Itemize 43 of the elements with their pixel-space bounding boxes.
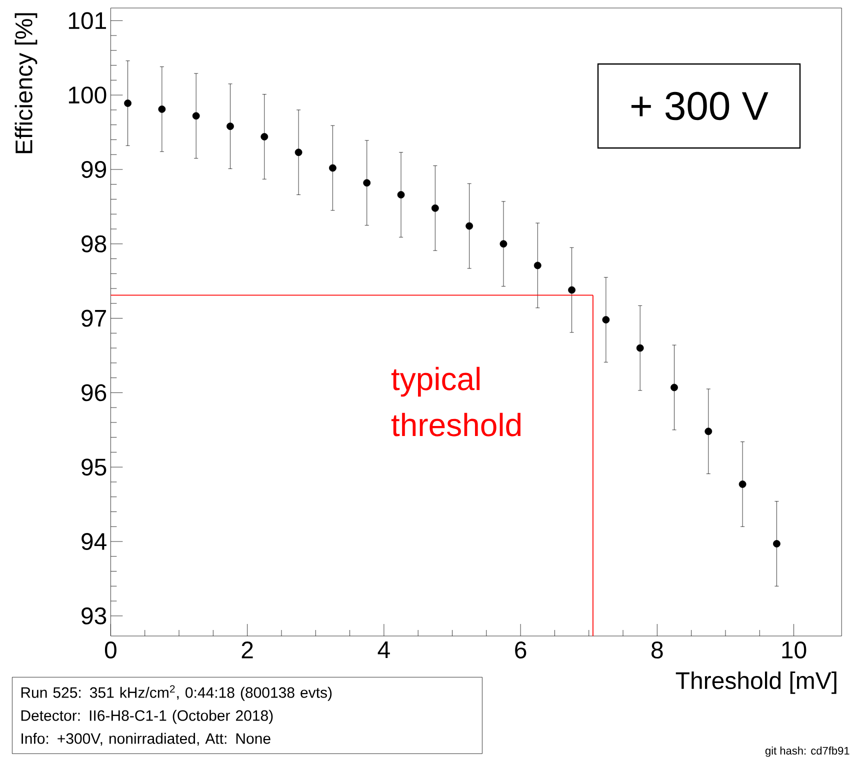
x-tick-label: 8 xyxy=(652,642,663,659)
point xyxy=(158,105,166,113)
y-tick-label: 96 xyxy=(82,384,106,402)
point xyxy=(534,262,542,270)
y-tick-label: 99 xyxy=(82,160,106,178)
point xyxy=(431,204,439,212)
text: Detector: II6-H8-C1-1 (October 2018) xyxy=(21,710,273,724)
y-tick-label: 98 xyxy=(82,235,106,252)
point xyxy=(602,316,610,324)
point xyxy=(738,480,746,488)
y-tick-label: 93 xyxy=(82,607,106,624)
point xyxy=(500,240,508,248)
point xyxy=(226,122,234,130)
point xyxy=(466,222,474,230)
x-tick-label: 10 xyxy=(782,642,806,659)
point xyxy=(704,428,712,436)
x-tick-label: 2 xyxy=(242,642,253,658)
y-axis-title: Efficiency [%] xyxy=(14,13,38,154)
x-tick-label: 6 xyxy=(515,642,526,659)
x-axis-title: Threshold [mV] xyxy=(676,672,836,694)
point xyxy=(670,384,678,392)
annotation: + 300 V xyxy=(631,92,768,120)
x-tick-label: 4 xyxy=(378,642,390,658)
text: Info: +300V, nonirradiated, Att: None xyxy=(22,732,270,746)
y-tick-label: 97 xyxy=(82,310,106,327)
ref-line-label: typical threshold xyxy=(391,366,521,436)
text: Run 525: 351 kHz/cm$^{2}$, 0:44:18 (800138 evts) xyxy=(21,685,332,701)
y-tick-label: 101 xyxy=(68,12,106,30)
point xyxy=(124,100,132,107)
y-tick-label: 95 xyxy=(82,458,106,476)
point xyxy=(260,133,268,140)
point xyxy=(636,344,644,352)
point xyxy=(192,112,200,120)
point xyxy=(294,148,302,156)
point xyxy=(329,164,336,172)
point xyxy=(397,191,405,198)
y-tick-label: 100 xyxy=(68,86,106,104)
point xyxy=(773,540,780,548)
point xyxy=(363,179,371,187)
text: git hash: cd7fb91 xyxy=(765,746,850,757)
y-tick-label: 94 xyxy=(82,533,106,550)
x-tick-label: 0 xyxy=(104,642,116,659)
point xyxy=(568,286,576,294)
